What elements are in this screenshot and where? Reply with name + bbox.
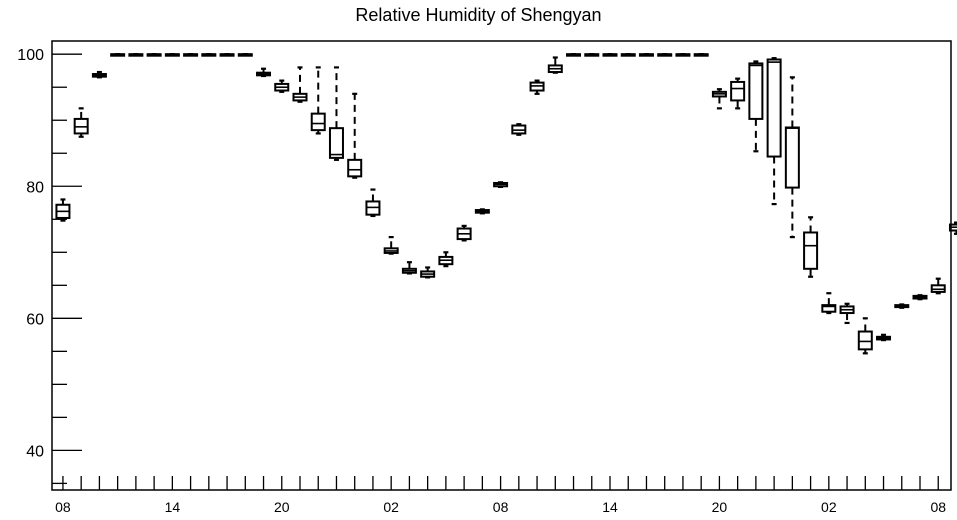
box-30 (602, 53, 618, 57)
box-7 (183, 53, 199, 57)
box-6 (164, 53, 180, 57)
box-42 (821, 292, 837, 315)
box-33 (657, 53, 673, 57)
y-tick-label: 80 (26, 179, 44, 196)
box-13 (292, 66, 308, 103)
box-45 (876, 333, 892, 342)
x-tick-label: 08 (493, 499, 509, 515)
box-43 (839, 302, 855, 325)
box-19 (401, 261, 417, 275)
x-tick-label: 08 (930, 499, 946, 515)
box-46 (894, 303, 910, 309)
box-body (748, 62, 764, 120)
box-series (55, 53, 957, 355)
box-20 (420, 266, 436, 279)
x-tick-label: 20 (712, 499, 728, 515)
box-48 (930, 277, 946, 295)
box-18 (383, 236, 399, 255)
box-10 (237, 53, 253, 57)
box-body (803, 231, 819, 270)
box-11 (256, 67, 272, 78)
box-26 (529, 79, 545, 95)
box-25 (511, 123, 527, 136)
box-22 (456, 224, 472, 242)
box-0 (55, 198, 71, 222)
box-41 (803, 216, 819, 278)
box-34 (675, 53, 691, 57)
box-body (347, 158, 363, 178)
box-14 (310, 66, 326, 135)
box-9 (219, 53, 235, 57)
box-body (730, 80, 746, 102)
box-5 (146, 53, 162, 57)
box-8 (201, 53, 217, 57)
x-tick-label: 08 (55, 499, 71, 515)
plot-area-frame (51, 40, 952, 491)
box-39 (766, 57, 782, 206)
box-36 (711, 88, 727, 110)
box-27 (547, 56, 563, 74)
box-35 (693, 53, 709, 57)
box-body (766, 58, 782, 158)
box-3 (110, 53, 126, 57)
box-40 (784, 76, 800, 239)
box-1 (73, 107, 89, 138)
box-23 (474, 208, 490, 215)
box-24 (493, 181, 509, 189)
box-47 (912, 294, 928, 301)
box-body (857, 330, 873, 351)
x-tick-label: 02 (821, 499, 837, 515)
y-tick-label: 40 (26, 443, 44, 460)
box-2 (91, 70, 107, 79)
box-12 (274, 79, 290, 93)
box-17 (365, 188, 381, 218)
box-15 (328, 66, 344, 161)
y-axis: 40 60 80 100 (17, 47, 82, 485)
box-29 (584, 53, 600, 57)
x-axis: 08 14 20 02 08 14 20 02 08 (55, 476, 946, 515)
box-38 (748, 60, 764, 153)
y-tick-label: 60 (26, 311, 44, 328)
x-tick-label: 02 (383, 499, 399, 515)
box-31 (620, 53, 636, 57)
box-16 (347, 92, 363, 179)
x-tick-label: 14 (165, 499, 181, 515)
chart-title: Relative Humidity of Shengyan (355, 5, 602, 25)
box-4 (128, 53, 144, 57)
box-body (328, 127, 344, 159)
x-tick-label: 20 (274, 499, 290, 515)
x-tick-label: 14 (602, 499, 618, 515)
box-28 (566, 53, 582, 57)
box-21 (438, 251, 454, 268)
box-49 (948, 221, 957, 235)
box-body (821, 304, 837, 313)
box-body (310, 112, 326, 132)
box-44 (857, 317, 873, 355)
y-tick-label: 100 (17, 47, 44, 64)
box-body (784, 126, 800, 189)
box-32 (638, 53, 654, 57)
box-37 (730, 77, 746, 110)
